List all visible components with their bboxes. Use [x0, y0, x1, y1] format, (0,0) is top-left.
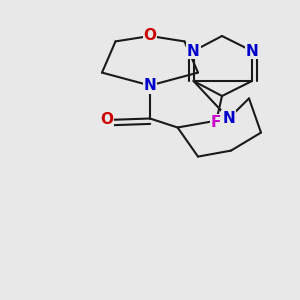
- Text: F: F: [211, 115, 221, 130]
- Text: O: O: [100, 112, 113, 128]
- Text: N: N: [144, 78, 156, 93]
- Text: N: N: [246, 44, 258, 59]
- Text: N: N: [222, 111, 235, 126]
- Text: N: N: [187, 44, 200, 59]
- Text: O: O: [143, 28, 157, 44]
